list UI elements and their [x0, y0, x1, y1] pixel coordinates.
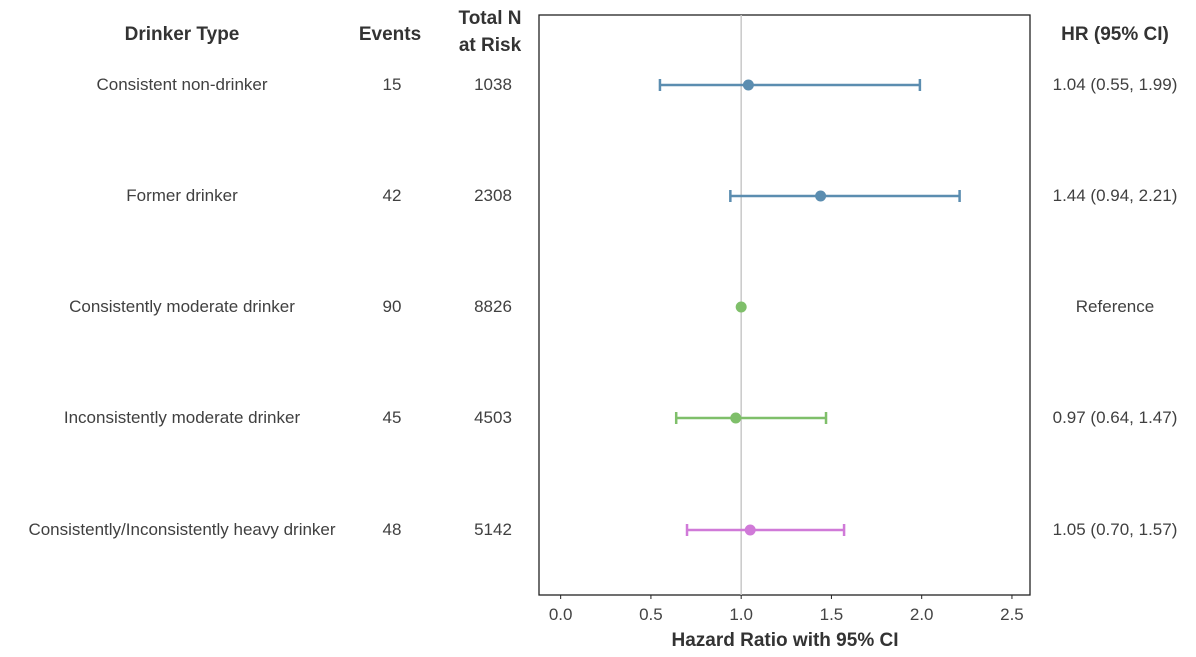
header-hr: HR (95% CI) [1061, 24, 1169, 45]
row-total-n: 1038 [474, 75, 512, 94]
plot-marks [658, 79, 961, 536]
x-tick-label: 2.0 [910, 605, 934, 624]
row-total-n: 2308 [474, 186, 512, 205]
x-tick-label: 2.5 [1000, 605, 1024, 624]
row-total-n: 4503 [474, 408, 512, 427]
row-events: 48 [382, 520, 402, 539]
header-drinker-type: Drinker Type [124, 24, 240, 45]
row-label: Consistently/Inconsistently heavy drinke… [28, 520, 336, 539]
x-tick-label: 0.0 [549, 605, 573, 624]
row-label: Former drinker [126, 186, 238, 205]
x-tick-label: 1.5 [820, 605, 844, 624]
row-label: Consistently moderate drinker [69, 297, 295, 316]
x-tick-label: 1.0 [729, 605, 753, 624]
row-hr-ci: Reference [1075, 297, 1155, 316]
row-events: 42 [382, 186, 402, 205]
row-total-n: 5142 [474, 520, 512, 539]
hr-point [744, 524, 756, 536]
row-total-n: 8826 [474, 297, 512, 316]
row-events: 45 [382, 408, 402, 427]
row-label: Inconsistently moderate drinker [63, 408, 301, 427]
header-total-n-line2: at Risk [458, 35, 522, 56]
hr-point [730, 412, 742, 424]
plot-frame [538, 14, 1031, 596]
forest-row-mark [729, 190, 961, 202]
header-total-n: Total N at Risk [435, 5, 545, 59]
row-events: 90 [382, 297, 402, 316]
header-events: Events [358, 24, 422, 45]
hr-point [735, 301, 747, 313]
x-axis-ticks: 0.0 0.5 1.0 1.5 2.0 2.5 [549, 595, 1024, 624]
x-axis-label: Hazard Ratio with 95% CI [671, 630, 899, 651]
forest-row-mark [658, 79, 922, 91]
forest-row-mark [735, 301, 747, 313]
x-tick-label: 0.5 [639, 605, 663, 624]
hr-point [815, 190, 827, 202]
row-label: Consistent non-drinker [96, 75, 268, 94]
header-total-n-line1: Total N [458, 8, 522, 29]
hr-point [742, 79, 754, 91]
row-hr-ci: 0.97 (0.64, 1.47) [1052, 408, 1178, 427]
forest-row-mark [685, 524, 846, 536]
row-hr-ci: 1.44 (0.94, 2.21) [1052, 186, 1178, 205]
row-hr-ci: 1.05 (0.70, 1.57) [1052, 520, 1178, 539]
row-events: 15 [382, 75, 402, 94]
row-hr-ci: 1.04 (0.55, 1.99) [1052, 75, 1178, 94]
forest-row-mark [674, 412, 828, 424]
